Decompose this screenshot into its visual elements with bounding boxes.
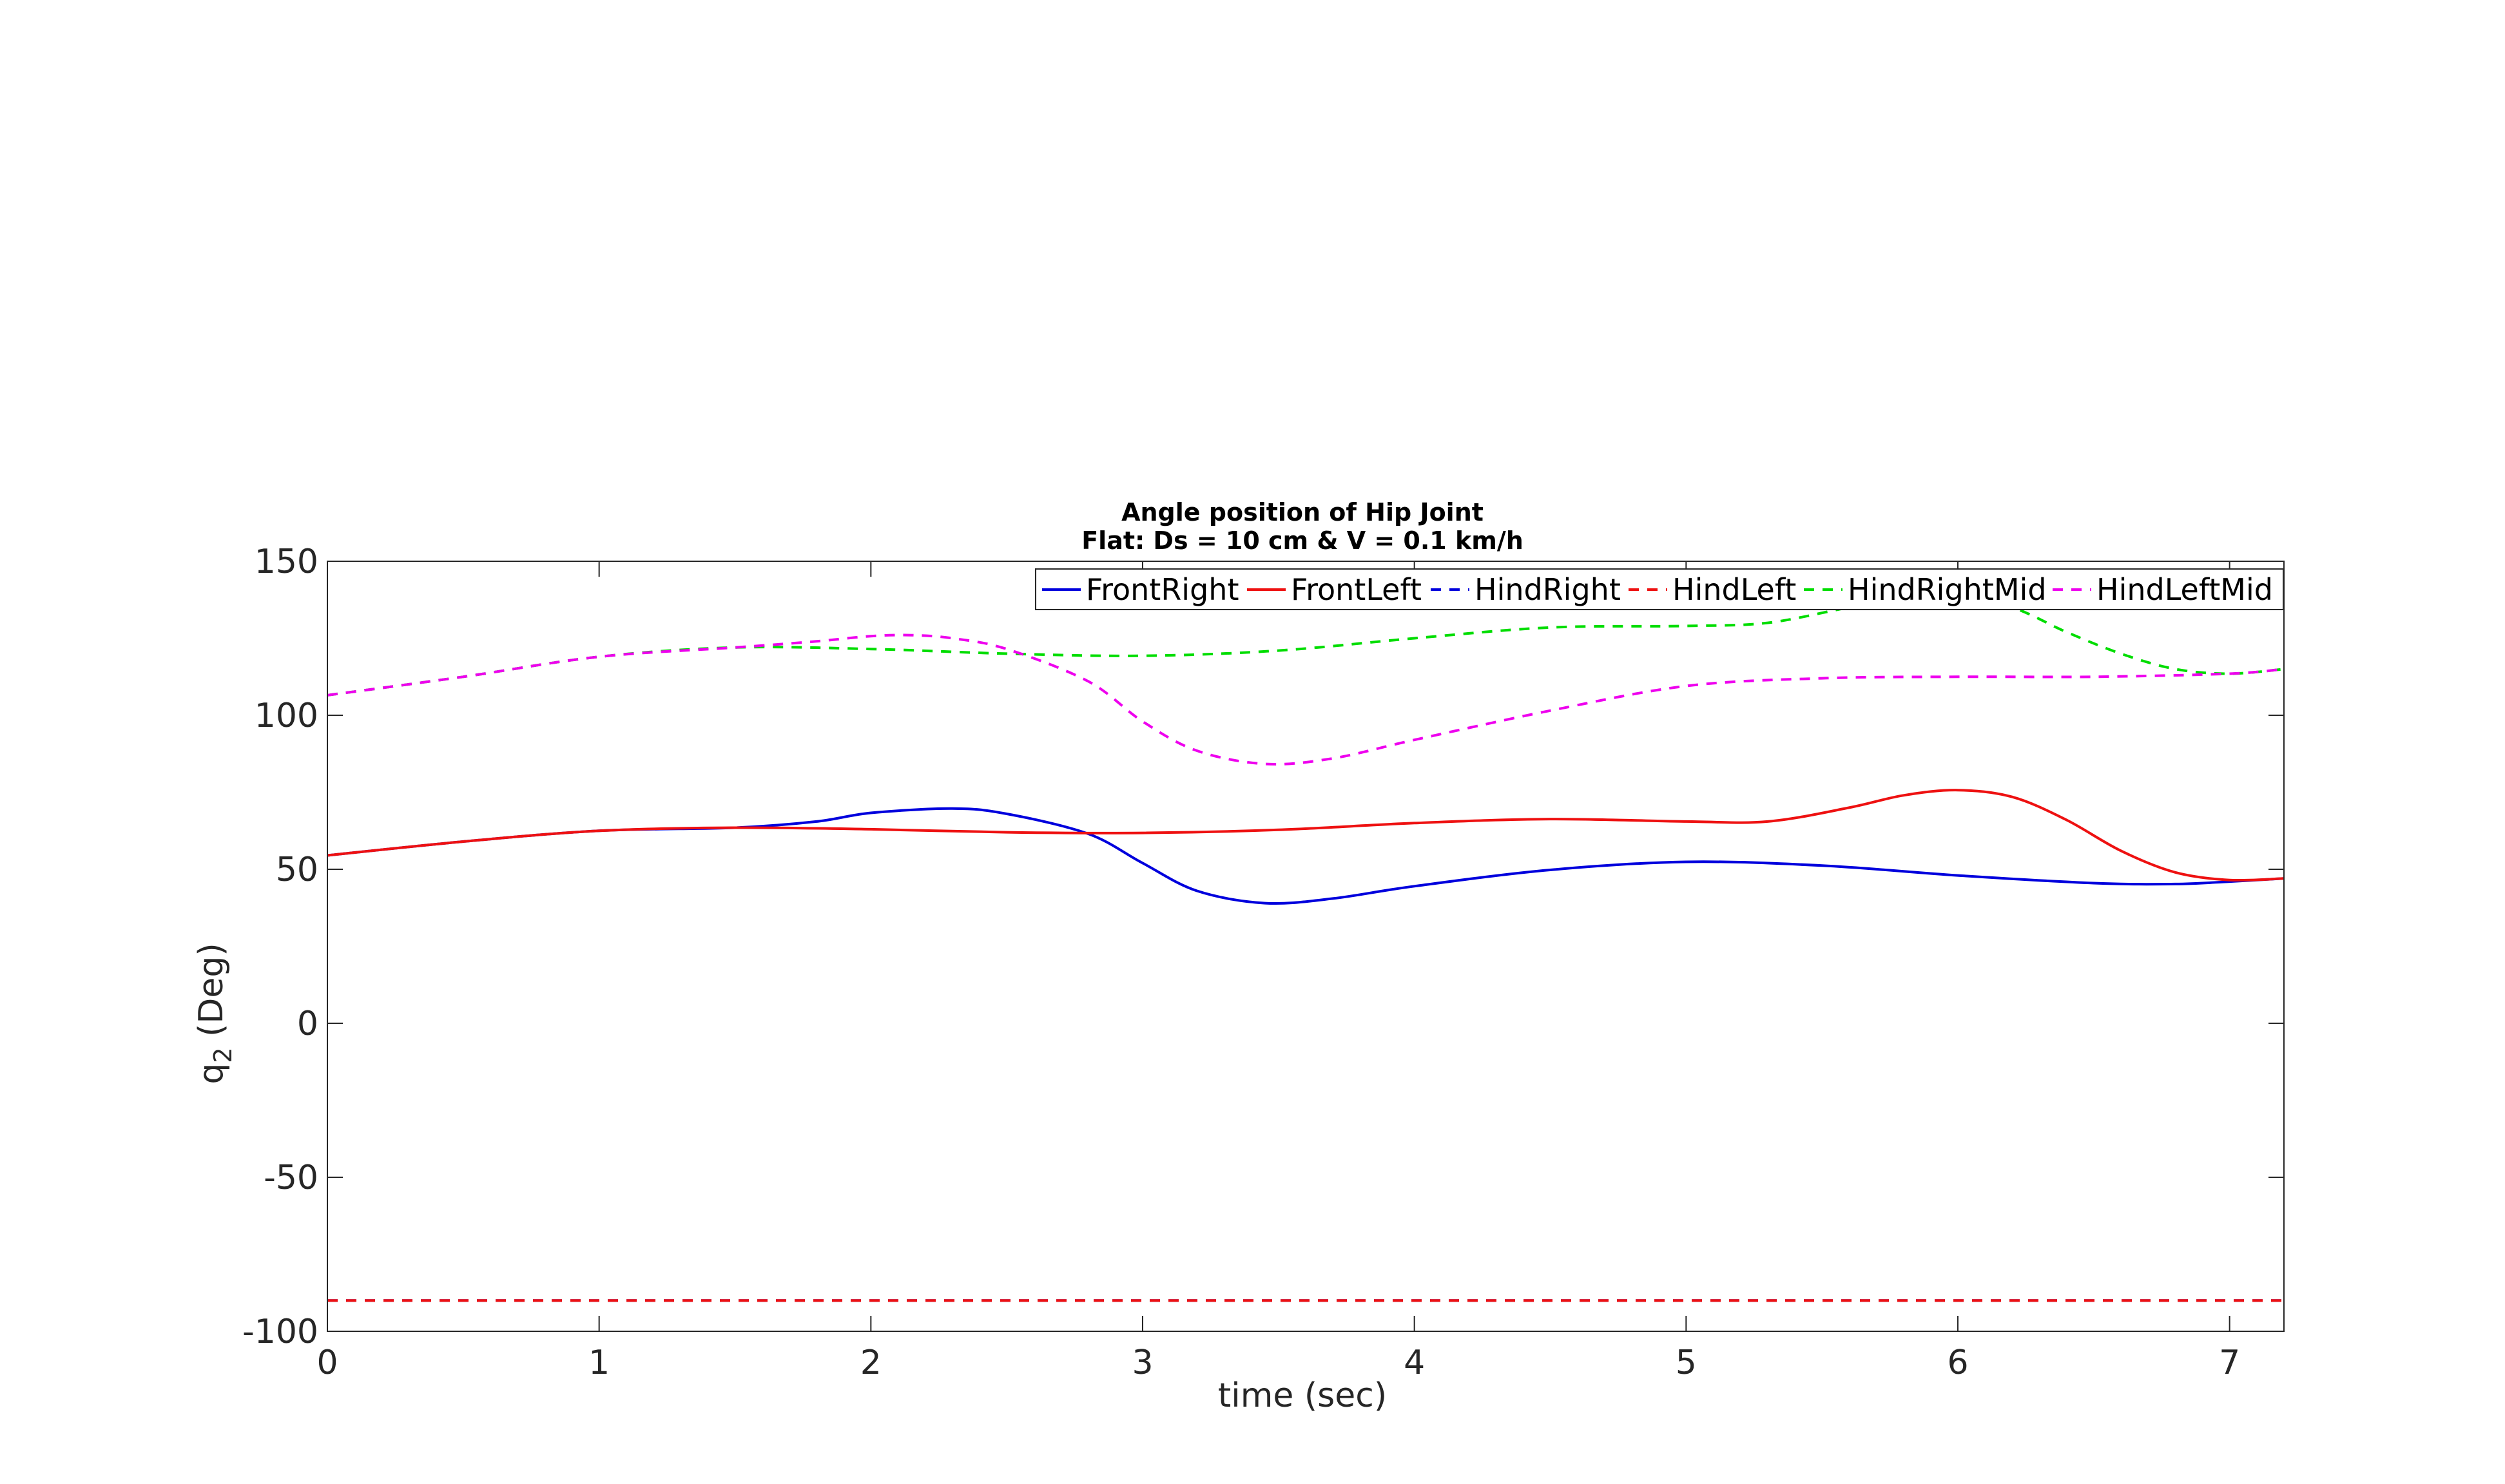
series-line-frontleft [327, 789, 2284, 882]
x-tick-label: 2 [860, 1344, 882, 1382]
legend-label-frontleft: FrontLeft [1291, 572, 1422, 607]
legend-label-hindleftmid: HindLeftMid [2096, 572, 2273, 607]
legend-label-frontright: FrontRight [1086, 572, 1239, 607]
x-tick-label: 3 [1132, 1344, 1153, 1382]
y-tick-label: 50 [276, 851, 318, 889]
x-tick-label: 1 [588, 1344, 610, 1382]
series-lines [327, 596, 2284, 1302]
x-tick-label: 5 [1676, 1344, 1697, 1382]
axis-ticks: 0 1 2 3 4 5 6 7 -100 -50 0 50 100 150 [242, 543, 2284, 1382]
plot-area [327, 561, 2285, 1332]
x-tick-label: 6 [1947, 1344, 1968, 1382]
plot-frame [327, 561, 2285, 1332]
legend-label-hindright: HindRight [1475, 572, 1621, 607]
y-tick-label: 0 [297, 1005, 318, 1043]
y-axis-label-main: q [192, 1063, 231, 1084]
y-tick-label: -100 [242, 1313, 318, 1351]
legend-label-hindrightmid: HindRightMid [1848, 572, 2047, 607]
x-axis-label: time (sec) [1218, 1376, 1387, 1415]
x-tick-label: 7 [2219, 1344, 2240, 1382]
chart-title: Angle position of Hip Joint [1121, 498, 1484, 526]
plot-background [327, 561, 2284, 1331]
y-axis-label-unit: (Deg) [192, 943, 231, 1047]
y-axis-label-sub: 2 [209, 1047, 237, 1063]
x-tick-label: 0 [316, 1344, 338, 1382]
legend: FrontRight FrontLeft HindRight HindLeft Hind… [1035, 568, 2284, 610]
x-tick-label: 4 [1404, 1344, 1425, 1382]
legend-label-hindleft: HindLeft [1672, 572, 1796, 607]
chart-subtitle: Flat: Ds = 10 cm & V = 0.1 km/h [1081, 526, 1523, 555]
y-tick-label: 150 [255, 543, 318, 581]
y-tick-label: 100 [255, 697, 318, 735]
y-tick-label: -50 [264, 1159, 318, 1197]
y-axis-label: q2 (Deg) [192, 943, 237, 1084]
